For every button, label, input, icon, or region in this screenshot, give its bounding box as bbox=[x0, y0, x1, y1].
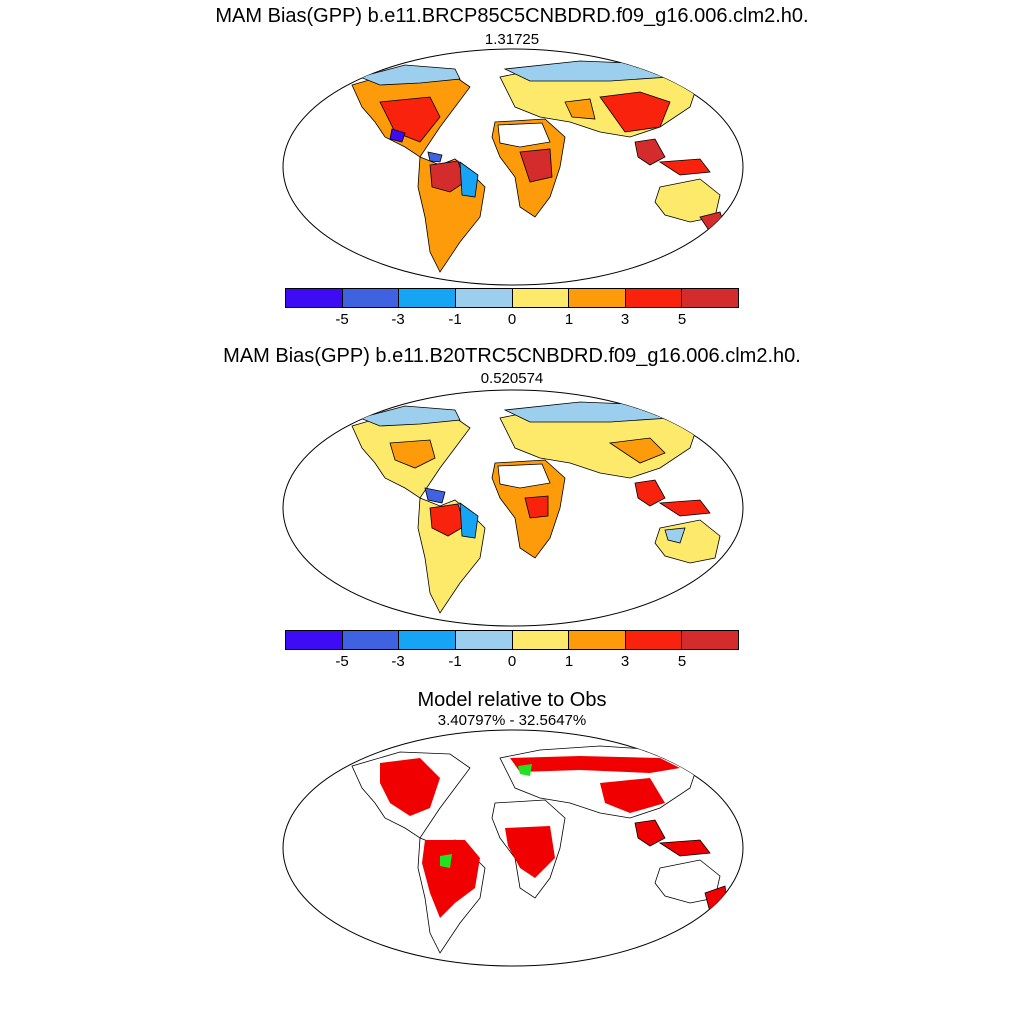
panel2-colorbar-labels: -5 -3 -1 0 1 3 5 bbox=[285, 653, 739, 671]
panel1-colorbar-labels: -5 -3 -1 0 1 3 5 bbox=[285, 311, 739, 329]
panel2-mean-value: 0.520574 bbox=[480, 370, 544, 387]
colorbar-label: -5 bbox=[335, 311, 349, 328]
colorbar-bin bbox=[286, 289, 343, 307]
colorbar-label: -1 bbox=[448, 653, 462, 670]
colorbar-bin bbox=[399, 631, 456, 649]
colorbar-bin bbox=[399, 289, 456, 307]
colorbar-label: -5 bbox=[335, 653, 349, 670]
panel3-range: 3.40797% - 32.5647% bbox=[437, 712, 587, 729]
panel3-title: Model relative to Obs bbox=[417, 689, 607, 711]
colorbar-label: 5 bbox=[677, 311, 687, 328]
colorbar-bin bbox=[286, 631, 343, 649]
panel3-map bbox=[282, 729, 744, 967]
panel2-title: MAM Bias(GPP) b.e11.B20TRC5CNBDRD.f09_g1… bbox=[223, 345, 801, 367]
colorbar-bin bbox=[455, 631, 513, 649]
colorbar-label: 3 bbox=[620, 311, 630, 328]
colorbar-bin bbox=[569, 289, 626, 307]
colorbar-bin bbox=[682, 631, 738, 649]
panel1-map bbox=[282, 48, 744, 286]
relative-field bbox=[351, 745, 729, 954]
bias-field bbox=[351, 401, 721, 614]
colorbar-label: 0 bbox=[507, 653, 517, 670]
colorbar-bin bbox=[342, 289, 400, 307]
colorbar-label: -3 bbox=[391, 653, 405, 670]
panel1-mean-value: 1.31725 bbox=[484, 31, 540, 48]
colorbar-bin bbox=[625, 631, 683, 649]
colorbar-bin bbox=[512, 631, 570, 649]
colorbar-bin bbox=[682, 289, 738, 307]
panel1-title: MAM Bias(GPP) b.e11.BRCP85C5CNBDRD.f09_g… bbox=[215, 5, 809, 27]
panel1-colorbar bbox=[285, 288, 739, 308]
bias-field bbox=[351, 60, 726, 273]
colorbar-bin bbox=[512, 289, 570, 307]
colorbar-label: 5 bbox=[677, 653, 687, 670]
colorbar-label: -3 bbox=[391, 311, 405, 328]
colorbar-label: 0 bbox=[507, 311, 517, 328]
colorbar-bin bbox=[455, 289, 513, 307]
colorbar-bin bbox=[569, 631, 626, 649]
panel2-map bbox=[282, 389, 744, 627]
colorbar-label: 1 bbox=[564, 311, 574, 328]
colorbar-bin bbox=[625, 289, 683, 307]
colorbar-label: 1 bbox=[564, 653, 574, 670]
panel2-colorbar bbox=[285, 630, 739, 650]
colorbar-label: 3 bbox=[620, 653, 630, 670]
colorbar-bin bbox=[342, 631, 400, 649]
colorbar-label: -1 bbox=[448, 311, 462, 328]
